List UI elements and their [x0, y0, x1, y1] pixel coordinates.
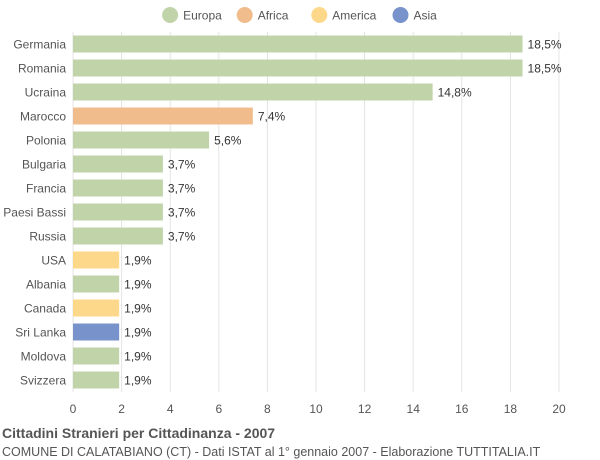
- data-label: 1,9%: [124, 349, 152, 363]
- bar-chart: Europa Africa America Asia Germania 18,5%Rom…: [3, 7, 566, 416]
- data-label: 3,7%: [168, 205, 196, 219]
- bar: [73, 155, 163, 173]
- legend-swatch: [311, 7, 328, 23]
- category-label: Russia: [29, 229, 66, 243]
- data-label: 3,7%: [168, 229, 196, 243]
- x-tick-label: 2: [118, 402, 125, 416]
- data-label: 3,7%: [168, 181, 196, 195]
- x-tick-label: 0: [70, 402, 77, 416]
- category-label: Ucraina: [25, 85, 67, 99]
- bar: [73, 323, 120, 341]
- x-tick-label: 20: [552, 402, 566, 416]
- bar-group: Bulgaria 3,7%: [22, 155, 196, 173]
- category-label: Moldova: [21, 349, 67, 363]
- legend-label: Africa: [258, 9, 289, 23]
- legend-label: America: [332, 9, 376, 23]
- data-label: 1,9%: [124, 301, 152, 315]
- bar-group: Albania 1,9%: [26, 275, 152, 293]
- category-label: Marocco: [20, 109, 66, 123]
- bar-group: Francia 3,7%: [26, 179, 196, 197]
- data-label: 18,5%: [528, 61, 562, 75]
- x-tick-label: 4: [167, 402, 174, 416]
- bar-group: Russia 3,7%: [29, 227, 196, 245]
- category-label: Svizzera: [20, 373, 66, 387]
- data-label: 5,6%: [214, 133, 242, 147]
- bar: [73, 131, 210, 149]
- x-tick-label: 6: [215, 402, 222, 416]
- bar-group: Polonia 5,6%: [26, 131, 242, 149]
- bar-group: Moldova 1,9%: [21, 347, 152, 365]
- category-label: Romania: [18, 61, 66, 75]
- bar-group: Svizzera 1,9%: [20, 371, 152, 389]
- legend-label: Europa: [183, 9, 222, 23]
- category-label: Paesi Bassi: [3, 205, 66, 219]
- category-label: Polonia: [26, 133, 66, 147]
- legend-label: Asia: [414, 9, 438, 23]
- category-label: Sri Lanka: [15, 325, 66, 339]
- bar: [73, 83, 433, 101]
- legend-swatch: [392, 7, 409, 23]
- category-label: Germania: [13, 37, 66, 51]
- category-label: Bulgaria: [22, 157, 66, 171]
- bar: [73, 347, 120, 365]
- chart-title: Cittadini Stranieri per Cittadinanza - 2…: [2, 425, 276, 441]
- data-label: 7,4%: [258, 109, 286, 123]
- legend-swatch: [236, 7, 253, 23]
- x-tick-label: 16: [455, 402, 469, 416]
- bar: [73, 227, 163, 245]
- data-label: 1,9%: [124, 373, 152, 387]
- data-label: 3,7%: [168, 157, 196, 171]
- data-label: 1,9%: [124, 253, 152, 267]
- bar-group: USA 1,9%: [41, 251, 152, 269]
- category-label: USA: [41, 253, 66, 267]
- bar-group: Marocco 7,4%: [20, 107, 286, 125]
- legend: Europa Africa America Asia: [162, 7, 437, 23]
- bar-group: Ucraina 14,8%: [25, 83, 472, 101]
- bar-group: Sri Lanka 1,9%: [15, 323, 152, 341]
- data-label: 1,9%: [124, 325, 152, 339]
- bars: Germania 18,5% Romania 18,5% Ucraina 14,8% Mar…: [3, 35, 562, 389]
- bar-group: Romania 18,5%: [18, 59, 562, 77]
- data-label: 14,8%: [438, 85, 472, 99]
- legend-swatch: [162, 7, 179, 23]
- bar-group: Paesi Bassi 3,7%: [3, 203, 196, 221]
- x-tick-label: 14: [407, 402, 421, 416]
- bar-group: Germania 18,5%: [13, 35, 562, 53]
- bar: [73, 299, 120, 317]
- x-tick-label: 18: [504, 402, 518, 416]
- chart-subtitle: COMUNE DI CALATABIANO (CT) - Dati ISTAT …: [2, 445, 541, 459]
- category-label: Francia: [26, 181, 66, 195]
- bar: [73, 275, 120, 293]
- bar: [73, 35, 523, 53]
- x-tick-label: 8: [264, 402, 271, 416]
- data-label: 1,9%: [124, 277, 152, 291]
- bar: [73, 59, 523, 77]
- x-axis: 0 2 4 6 8 10 12 14 16 18 20: [70, 402, 566, 416]
- x-tick-label: 10: [309, 402, 323, 416]
- bar: [73, 203, 163, 221]
- category-label: Canada: [24, 301, 66, 315]
- bar: [73, 251, 120, 269]
- data-label: 18,5%: [528, 37, 562, 51]
- x-tick-label: 12: [358, 402, 372, 416]
- bar: [73, 179, 163, 197]
- category-label: Albania: [26, 277, 66, 291]
- bar: [73, 371, 120, 389]
- bar-group: Canada 1,9%: [24, 299, 152, 317]
- bar: [73, 107, 253, 125]
